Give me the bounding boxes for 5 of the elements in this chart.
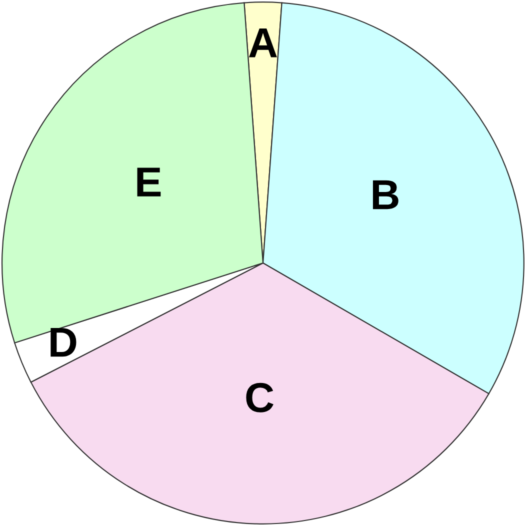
slice-label: A: [248, 28, 277, 58]
slice-label: B: [372, 180, 398, 210]
slice-label: E: [137, 168, 161, 196]
slice-label: D: [50, 328, 76, 357]
slice-label: C: [246, 382, 274, 412]
